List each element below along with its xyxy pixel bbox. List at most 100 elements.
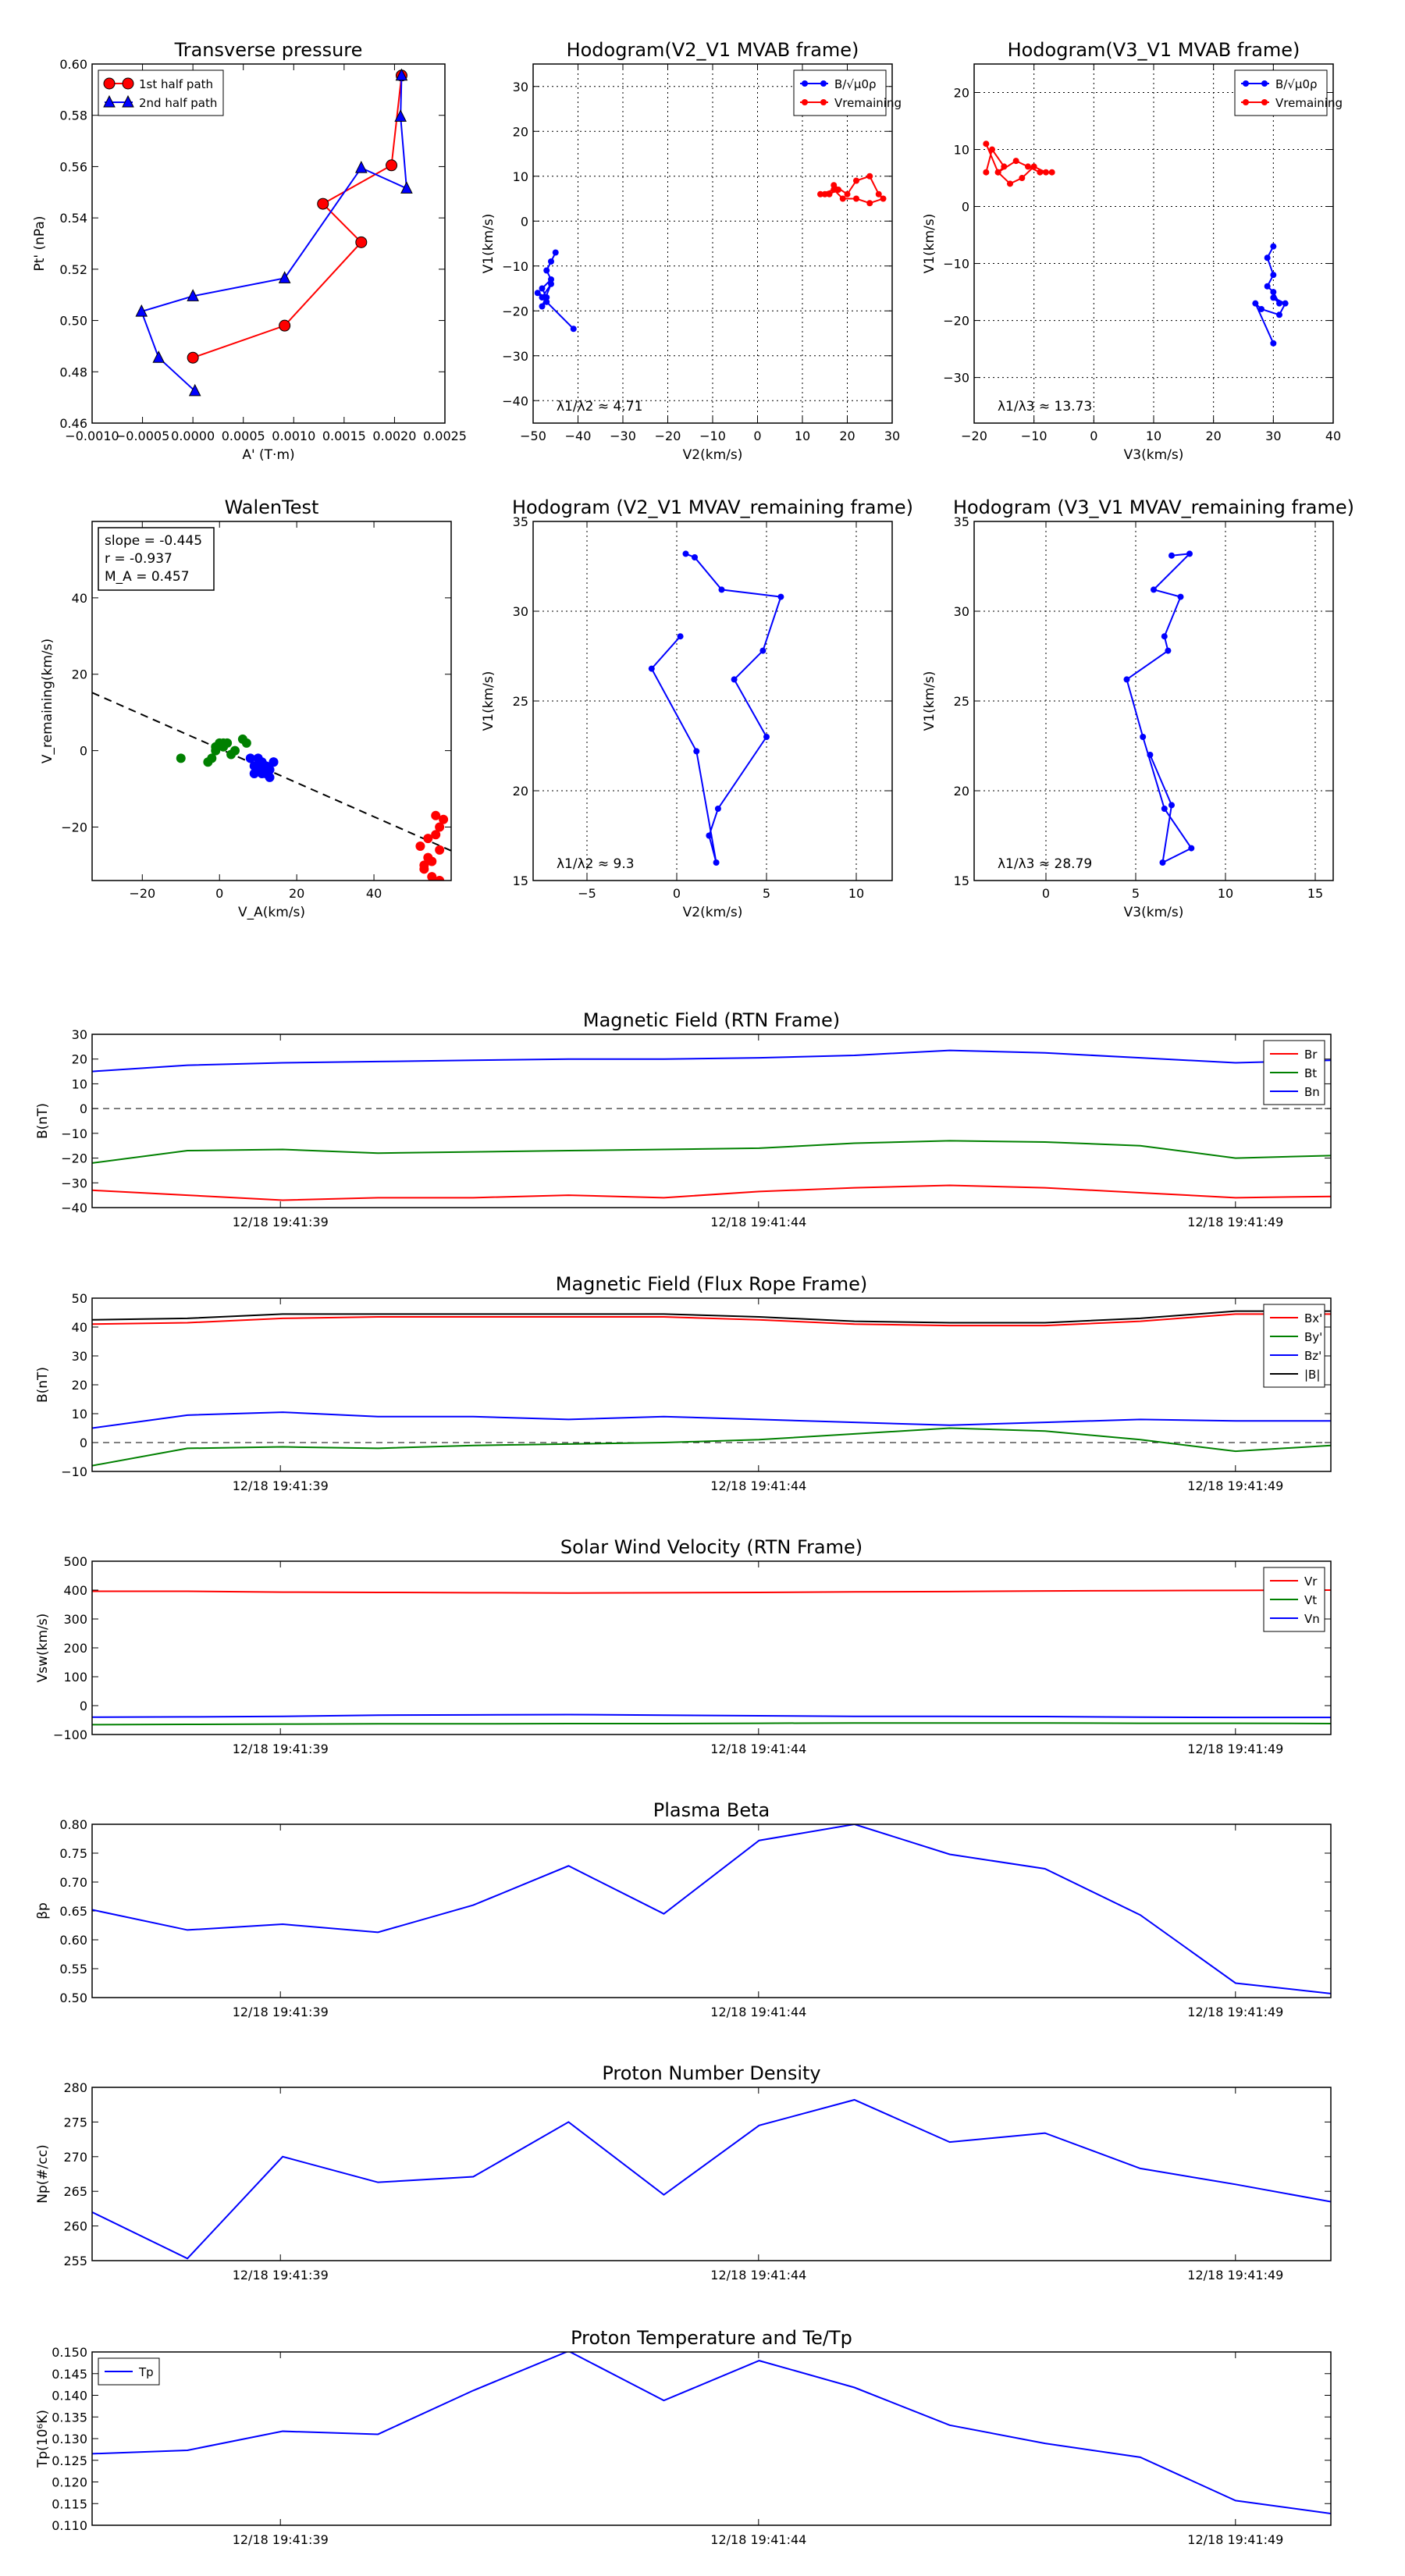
y-tick-label: 0.60 [59,57,87,72]
data-point [1270,243,1277,250]
data-point [831,187,838,193]
data-point [1276,311,1282,318]
x-tick-label: 0 [1042,886,1050,901]
y-axis-label: βp [35,1902,51,1920]
y-tick-label: 260 [63,2219,87,2234]
series-line-Vr [92,1589,1331,1594]
data-point [1123,676,1130,683]
y-tick-label: 10 [72,1407,87,1421]
y-tick-label: 35 [954,514,969,529]
series-line-1st half path [192,75,403,359]
data-point [875,190,882,197]
y-tick-label: 15 [954,873,969,888]
data-point [1165,647,1172,654]
legend-label: Tp [138,2365,154,2379]
y-tick-label: 0.135 [52,2410,87,2425]
legend-marker [103,94,116,108]
y-axis-label: V1(km/s) [922,671,937,731]
x-tick-label: −10 [699,429,726,443]
data-point [714,806,721,812]
chart-title: Hodogram (V3_V1 MVAV_remaining frame) [953,496,1354,518]
y-tick-label: 0.70 [59,1875,87,1890]
x-tick-label: −40 [565,429,592,443]
eigenvalue-ratio-annotation: λ1/λ2 ≈ 9.3 [557,856,635,872]
chart-title: Proton Number Density [602,2062,820,2084]
data-point [317,197,329,210]
y-tick-label: 10 [954,143,969,158]
scatter-point-red [431,830,441,840]
chart-title: Proton Temperature and Te/Tp [571,2327,852,2349]
data-point [1140,734,1147,740]
y-axis-label: Vsw(km/s) [35,1614,51,1683]
legend-label: B/√μ0ρ [834,77,877,91]
scatter-point-red [427,872,437,881]
plot-area [92,1824,1331,1994]
y-axis-label: B(nT) [35,1103,51,1139]
data-point [1151,586,1157,593]
series-line-Np [92,2098,1331,2260]
time-tick-label: 12/18 19:41:49 [1187,1478,1283,1493]
y-tick-label: 0 [962,200,969,215]
y-tick-label: 0.115 [52,2496,87,2511]
chart-title: Magnetic Field (Flux Rope Frame) [556,1273,867,1295]
data-point [731,676,738,683]
y-axis-label: Np(#/cc) [35,2144,51,2203]
y-tick-label: 25 [513,694,528,709]
y-tick-label: 0.46 [59,416,87,431]
data-point [1276,300,1282,307]
plot-area [92,2098,1331,2260]
scatter-point-red [431,810,441,820]
legend-marker [802,80,808,87]
legend-label: Br [1304,1048,1318,1062]
legend-marker [820,99,827,105]
series-line-Tp [92,2352,1331,2515]
data-point [718,586,725,593]
legend-label: Vremaining [834,96,902,110]
time-tick-label: 12/18 19:41:39 [233,2005,329,2019]
time-tick-label: 12/18 19:41:49 [1187,2268,1283,2282]
data-point [1264,283,1271,290]
series-line-Vremaining [820,175,885,205]
data-point [853,195,859,202]
x-tick-label: 10 [1146,429,1161,443]
y-tick-label: 35 [513,514,528,529]
legend-label: Bz' [1304,1349,1321,1363]
data-point [1007,180,1013,187]
data-point [677,633,684,640]
x-tick-label: 10 [1218,886,1233,901]
textbox-line: M_A = 0.457 [105,569,190,585]
plot-area [534,173,887,333]
textbox-frame [98,527,215,591]
y-tick-label: 275 [63,2115,87,2129]
data-point [682,550,689,557]
data-point [1001,163,1008,170]
scatter-point-red [415,841,425,851]
legend-marker [103,77,116,90]
y-tick-label: −20 [61,820,87,834]
data-point [548,276,554,283]
chart-tp2: 0.110 0.115 0.120 0.125 0.130 0.135 0.140 0.145… [35,2327,1332,2547]
plot-area [92,1310,1331,1467]
x-tick-label: −0.0005 [116,429,169,443]
y-axis-label: V1(km/s) [922,214,937,274]
y-tick-label: 30 [513,604,528,619]
time-tick-label: 12/18 19:41:44 [710,2532,806,2547]
textbox-line: r = -0.937 [105,551,173,567]
legend-label: Bx' [1304,1311,1322,1325]
scatter-point-blue [253,753,263,763]
data-point [866,200,873,207]
series-line-Bn [92,1049,1331,1073]
data-point [394,109,407,122]
scatter-point-red [419,864,429,874]
scatter-point-red [427,856,437,866]
plot-area [648,550,784,866]
y-tick-label: −20 [943,314,969,329]
x-tick-label: 0.0020 [372,429,416,443]
y-tick-label: 0.58 [59,109,87,123]
data-point [763,734,770,740]
y-tick-label: −30 [61,1176,87,1190]
x-tick-label: −20 [961,429,987,443]
y-axis-label: V1(km/s) [481,671,496,731]
data-point [880,195,887,202]
time-tick-label: 12/18 19:41:49 [1187,2532,1283,2547]
